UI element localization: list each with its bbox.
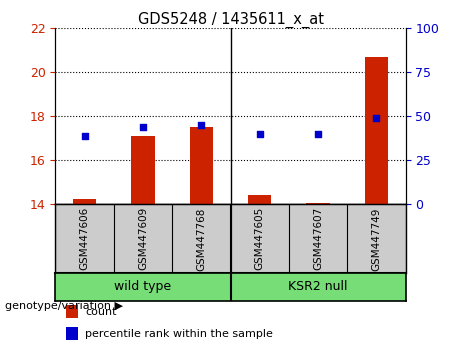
Text: GSM447609: GSM447609 (138, 207, 148, 270)
Point (373, 115, 380, 121)
Text: genotype/variation ▶: genotype/variation ▶ (5, 301, 123, 311)
Bar (365, 57, 388, 204)
Bar (307, 203, 330, 204)
Text: GSM447768: GSM447768 (196, 207, 207, 270)
Bar (248, 195, 272, 204)
Text: KSR2 null: KSR2 null (288, 280, 348, 293)
Text: percentile rank within the sample: percentile rank within the sample (85, 329, 273, 338)
Bar (73, 199, 96, 204)
Point (256, 131, 263, 136)
Text: GSM447605: GSM447605 (254, 207, 265, 270)
Text: GSM447607: GSM447607 (313, 207, 323, 270)
Bar (131, 136, 154, 204)
Text: GSM447606: GSM447606 (79, 207, 89, 270)
Bar (66, 327, 78, 340)
Point (198, 122, 205, 128)
Point (81, 133, 88, 139)
Point (314, 131, 322, 136)
Text: wild type: wild type (114, 280, 171, 293)
Title: GDS5248 / 1435611_x_at: GDS5248 / 1435611_x_at (137, 12, 324, 28)
Text: count: count (85, 307, 117, 317)
Point (139, 124, 147, 130)
Text: GSM447749: GSM447749 (372, 207, 382, 270)
Bar (189, 127, 213, 204)
Bar (66, 306, 78, 318)
